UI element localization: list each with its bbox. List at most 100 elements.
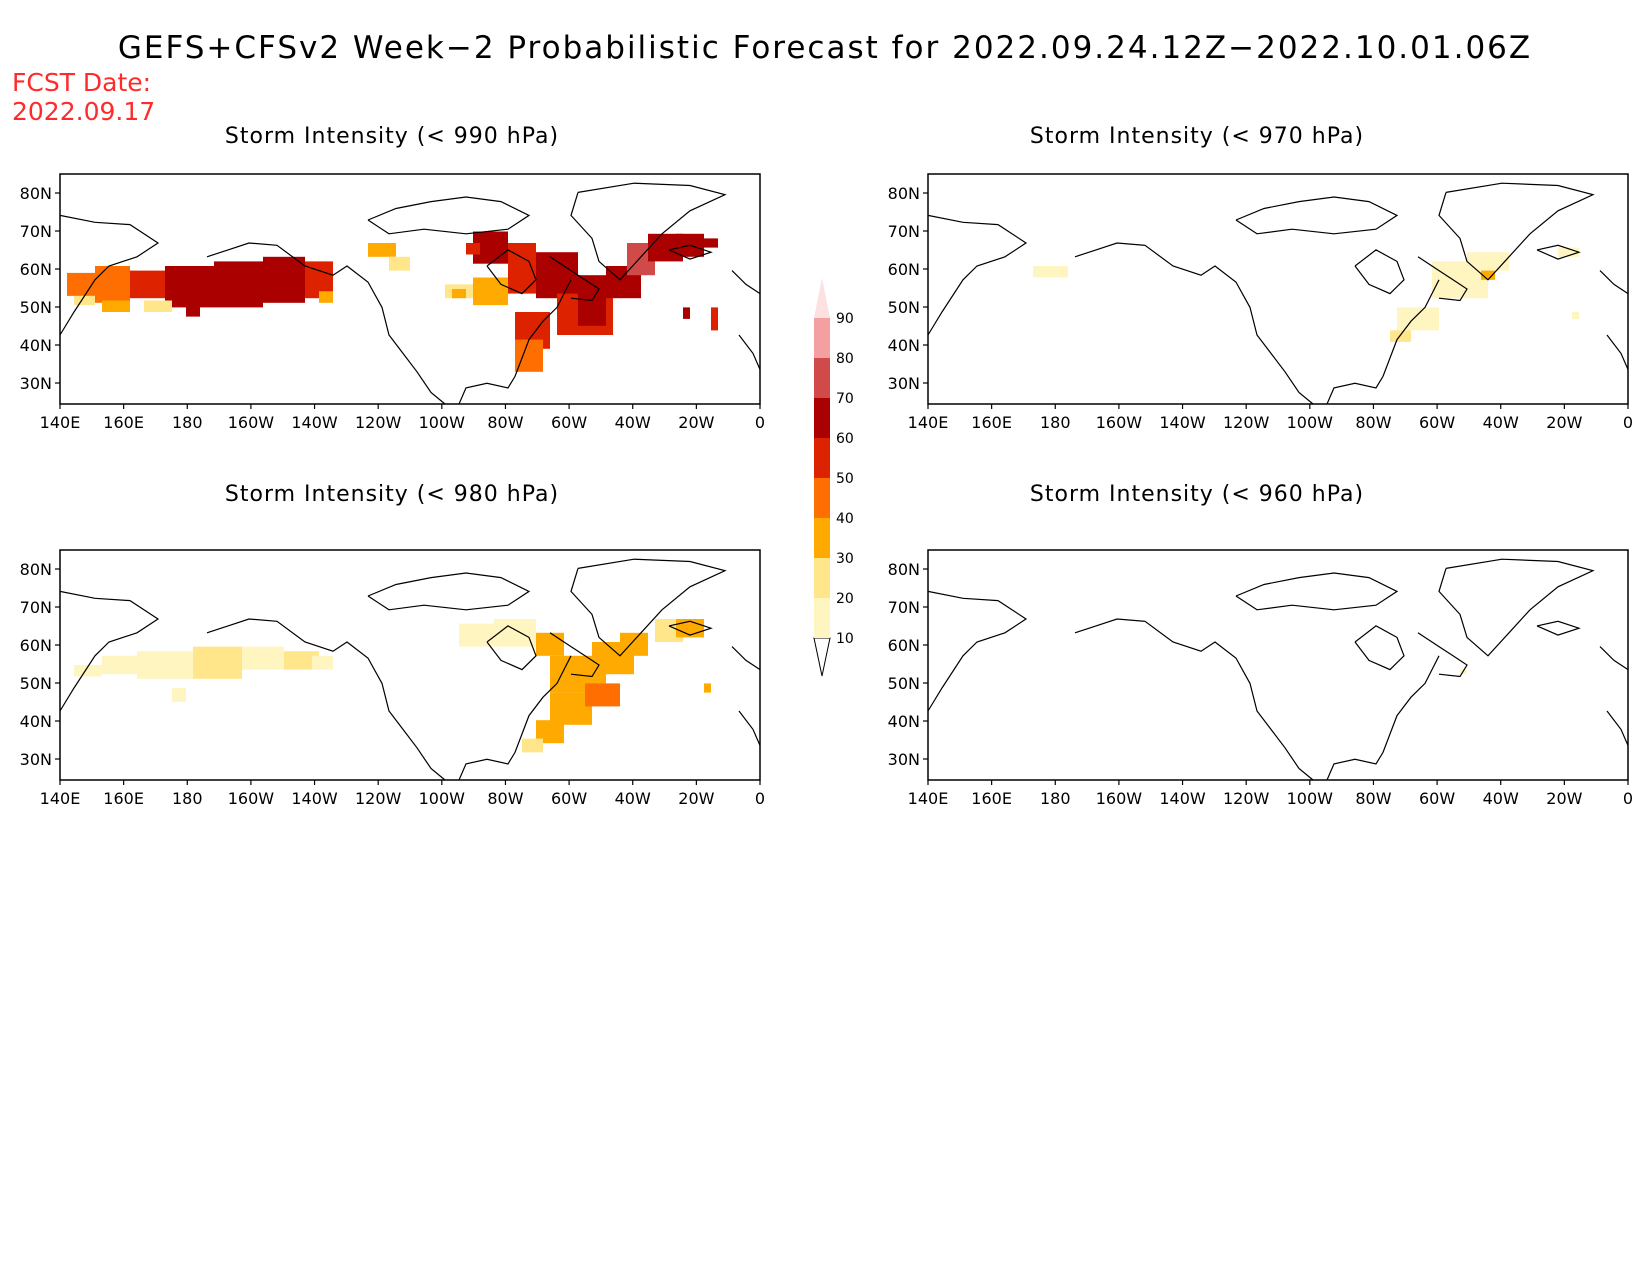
forecast-date-value: 2022.09.17 <box>12 97 156 126</box>
lon-label: 160W <box>1096 789 1143 808</box>
lon-label: 60W <box>551 413 587 432</box>
lat-label: 70N <box>888 222 920 241</box>
lon-label: 60W <box>1419 789 1455 808</box>
lat-label: 60N <box>888 260 920 279</box>
coastline <box>487 626 536 670</box>
lat-label: 50N <box>888 298 920 317</box>
lon-label: 140E <box>40 789 81 808</box>
colorbar-swatch <box>814 358 830 398</box>
lon-label: 40W <box>615 413 651 432</box>
coastline <box>1075 243 1313 404</box>
lon-label: 40W <box>1483 413 1519 432</box>
probability-cell <box>459 623 494 647</box>
map-frame <box>59 549 761 781</box>
lat-label: 40N <box>20 712 52 731</box>
probability-cell <box>704 683 711 693</box>
coastline <box>459 656 571 780</box>
lon-label: 160E <box>971 413 1012 432</box>
probability-cell <box>137 651 193 679</box>
colorbar-swatch <box>814 318 830 358</box>
probability-cell <box>284 651 319 670</box>
colorbar-label: 40 <box>836 511 854 527</box>
lat-label: 50N <box>20 674 52 693</box>
lat-label: 40N <box>888 712 920 731</box>
coastline <box>732 271 760 294</box>
coastline <box>732 647 760 670</box>
colorbar-swatch <box>814 398 830 438</box>
coastline <box>207 619 445 780</box>
lon-label: 160W <box>228 789 275 808</box>
map-frame <box>927 549 1629 781</box>
lat-label: 80N <box>20 560 52 579</box>
coastline <box>571 183 725 280</box>
map-frame <box>59 173 761 405</box>
colorbar-swatch <box>814 598 830 638</box>
coastline <box>1439 183 1593 280</box>
colorbar-swatch <box>814 438 830 478</box>
lat-label: 80N <box>20 184 52 203</box>
lon-label: 80W <box>1355 789 1391 808</box>
probability-cell <box>473 277 508 306</box>
coastline <box>1355 250 1404 294</box>
probability-cell <box>536 252 578 299</box>
coastline <box>1327 656 1439 780</box>
probability-shading <box>1033 247 1579 342</box>
probability-cell <box>95 266 130 303</box>
lon-label: 20W <box>1546 789 1582 808</box>
lon-label: 180 <box>172 789 203 808</box>
probability-cell <box>389 256 410 271</box>
forecast-date-label: FCST Date: 2022.09.17 <box>12 68 155 126</box>
coastlines <box>928 559 1628 780</box>
map-panel-p960: 80N 70N 60N 50N 40N 30N 140E 160E 180 160W 140W 120… <box>888 550 1633 808</box>
lat-label: 30N <box>888 750 920 769</box>
lon-label: 140E <box>40 413 81 432</box>
probability-cell <box>312 655 333 670</box>
coastline <box>1327 280 1439 404</box>
colorbar-swatch <box>814 558 830 598</box>
probability-cell <box>74 665 102 677</box>
lon-label: 140W <box>291 413 338 432</box>
panel-title-960: Storm Intensity (< 960 hPa) <box>1029 482 1365 507</box>
probability-cell <box>1397 307 1439 331</box>
lon-label: 180 <box>172 413 203 432</box>
lon-label: 0 <box>755 413 765 432</box>
lat-label: 60N <box>20 260 52 279</box>
probability-cell <box>319 291 333 303</box>
probability-shading <box>74 619 711 753</box>
lon-label: 0 <box>1623 413 1633 432</box>
coastline <box>1600 647 1628 670</box>
probability-cell <box>193 646 242 679</box>
lat-label: 70N <box>20 222 52 241</box>
coastline <box>60 591 158 711</box>
lon-label: 160W <box>1096 413 1143 432</box>
probability-cell <box>144 300 172 312</box>
coastline <box>1537 621 1579 635</box>
coastline <box>1600 271 1628 294</box>
lon-label: 0 <box>1623 789 1633 808</box>
probability-cell <box>165 266 214 308</box>
probability-cell <box>242 646 284 670</box>
lon-label: 140E <box>908 413 949 432</box>
probability-cell <box>102 300 130 312</box>
lon-label: 140W <box>1159 413 1206 432</box>
lon-label: 120W <box>1223 413 1270 432</box>
panel-title-990: Storm Intensity (< 990 hPa) <box>224 124 560 149</box>
probability-cell <box>1390 330 1411 342</box>
map-panel-p970: 80N 70N 60N 50N 40N 30N 140E 160E 180 160W 140W 120… <box>888 174 1633 432</box>
lon-label: 120W <box>355 789 402 808</box>
forecast-date-caption: FCST Date: <box>12 68 152 97</box>
lon-label: 180 <box>1040 413 1071 432</box>
lon-label: 120W <box>1223 789 1270 808</box>
probability-cell <box>172 688 186 702</box>
probability-cell <box>263 256 305 303</box>
probability-cell <box>585 683 620 707</box>
lon-label: 180 <box>1040 789 1071 808</box>
probability-cell <box>74 295 95 306</box>
lon-label: 20W <box>1546 413 1582 432</box>
coastline <box>1236 197 1397 234</box>
probability-cell <box>214 261 263 308</box>
colorbar: 90 80 70 60 50 40 30 20 10 <box>813 278 854 677</box>
colorbar-label: 10 <box>836 631 854 647</box>
panel-title-970: Storm Intensity (< 970 hPa) <box>1029 124 1365 149</box>
colorbar-label: 60 <box>836 431 854 447</box>
